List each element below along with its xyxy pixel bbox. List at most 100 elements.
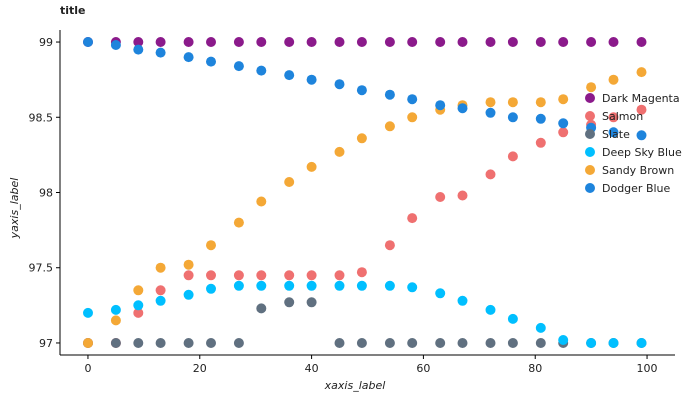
sandy-brown-point xyxy=(608,74,619,85)
dodger-blue-point xyxy=(334,79,345,90)
salmon-point xyxy=(457,190,468,201)
sandy-brown-point xyxy=(183,259,194,270)
slate-point xyxy=(110,338,121,348)
salmon-point xyxy=(507,151,518,162)
salmon-point xyxy=(384,240,395,251)
deep-sky-blue-point xyxy=(535,322,546,333)
legend-marker-sandy-brown xyxy=(585,165,595,175)
sandy-brown-point xyxy=(507,97,518,108)
sandy-brown-point xyxy=(407,112,418,123)
y-tick-label: 97 xyxy=(39,337,53,350)
legend-marker-salmon xyxy=(585,111,595,121)
slate-point xyxy=(507,338,518,348)
dark-magenta-point xyxy=(306,37,317,47)
salmon-point xyxy=(256,270,267,281)
deep-sky-blue-point xyxy=(133,300,144,311)
salmon-point xyxy=(558,127,569,138)
deep-sky-blue-point xyxy=(233,280,244,291)
sandy-brown-point xyxy=(206,240,216,251)
dodger-blue-point xyxy=(110,40,121,50)
dodger-blue-point xyxy=(256,65,267,76)
dodger-blue-point xyxy=(356,85,367,96)
legend: Dark Magenta Salmon Slate Deep Sky Blue Sand… xyxy=(585,92,682,195)
deep-sky-blue-point xyxy=(206,283,216,294)
legend-label-dark-magenta: Dark Magenta xyxy=(602,92,680,105)
dodger-blue-point xyxy=(435,100,446,111)
salmon-point xyxy=(183,270,194,281)
legend-marker-dark-magenta xyxy=(585,93,595,103)
dark-magenta-point xyxy=(507,37,518,47)
deep-sky-blue-point xyxy=(407,282,418,293)
deep-sky-blue-point xyxy=(558,335,569,345)
x-axis-label: xaxis_label xyxy=(324,379,386,392)
salmon-point xyxy=(133,307,144,318)
data-points xyxy=(83,37,647,348)
slate-point xyxy=(334,338,345,348)
legend-label-sandy-brown: Sandy Brown xyxy=(602,164,674,177)
dodger-blue-point xyxy=(608,127,619,138)
slate-point xyxy=(407,338,418,348)
axes: 97 97.5 98 98.5 99 0 20 40 60 80 100 xyxy=(29,30,675,375)
salmon-point xyxy=(155,285,166,296)
deep-sky-blue-point xyxy=(507,313,518,324)
dodger-blue-point xyxy=(284,70,295,81)
salmon-point xyxy=(206,270,216,281)
dodger-blue-point xyxy=(233,61,244,72)
slate-point xyxy=(457,338,468,348)
deep-sky-blue-point xyxy=(284,280,295,291)
dodger-blue-point xyxy=(384,89,395,100)
slate-point xyxy=(206,338,216,348)
dark-magenta-point xyxy=(206,37,216,47)
dark-magenta-point xyxy=(535,37,546,47)
dodger-blue-point xyxy=(535,113,546,124)
deep-sky-blue-point xyxy=(384,280,395,291)
dark-magenta-point xyxy=(133,37,144,47)
dark-magenta-point xyxy=(407,37,418,47)
sandy-brown-point xyxy=(83,338,93,348)
sandy-brown-point xyxy=(535,97,546,108)
y-tick-label: 99 xyxy=(39,36,53,49)
slate-point xyxy=(133,338,144,348)
dark-magenta-point xyxy=(457,37,468,47)
dark-magenta-point xyxy=(608,37,619,47)
legend-marker-dodger-blue xyxy=(585,183,595,193)
dodger-blue-point xyxy=(457,103,468,114)
dodger-blue-point xyxy=(558,118,569,129)
y-tick-label: 97.5 xyxy=(29,262,54,275)
dodger-blue-point xyxy=(155,47,166,58)
dodger-blue-point xyxy=(133,44,144,55)
salmon-point xyxy=(233,270,244,281)
sandy-brown-point xyxy=(485,97,496,108)
deep-sky-blue-point xyxy=(608,338,619,348)
slate-point xyxy=(435,338,446,348)
y-tick-label: 98.5 xyxy=(29,111,54,124)
dark-magenta-point xyxy=(284,37,295,47)
sandy-brown-point xyxy=(558,94,569,105)
x-tick-label: 80 xyxy=(528,362,542,375)
sandy-brown-point xyxy=(155,262,166,273)
dodger-blue-point xyxy=(306,74,317,85)
sandy-brown-point xyxy=(636,67,647,78)
deep-sky-blue-point xyxy=(457,295,468,306)
y-axis-label: yaxis_label xyxy=(8,178,21,240)
dark-magenta-point xyxy=(485,37,496,47)
salmon-point xyxy=(636,104,647,115)
deep-sky-blue-point xyxy=(356,280,367,291)
legend-marker-deep-sky-blue xyxy=(585,147,595,157)
dark-magenta-point xyxy=(256,37,267,47)
dark-magenta-point xyxy=(384,37,395,47)
salmon-point xyxy=(356,267,367,278)
salmon-point xyxy=(284,270,295,281)
deep-sky-blue-point xyxy=(183,289,194,300)
legend-label-dodger-blue: Dodger Blue xyxy=(602,182,671,195)
dark-magenta-point xyxy=(636,37,647,47)
slate-point xyxy=(306,297,317,308)
sandy-brown-point xyxy=(110,315,121,326)
deep-sky-blue-point xyxy=(435,288,446,299)
slate-point xyxy=(155,338,166,348)
dark-magenta-point xyxy=(435,37,446,47)
dark-magenta-point xyxy=(233,37,244,47)
legend-marker-slate xyxy=(585,129,595,139)
slate-point xyxy=(384,338,395,348)
